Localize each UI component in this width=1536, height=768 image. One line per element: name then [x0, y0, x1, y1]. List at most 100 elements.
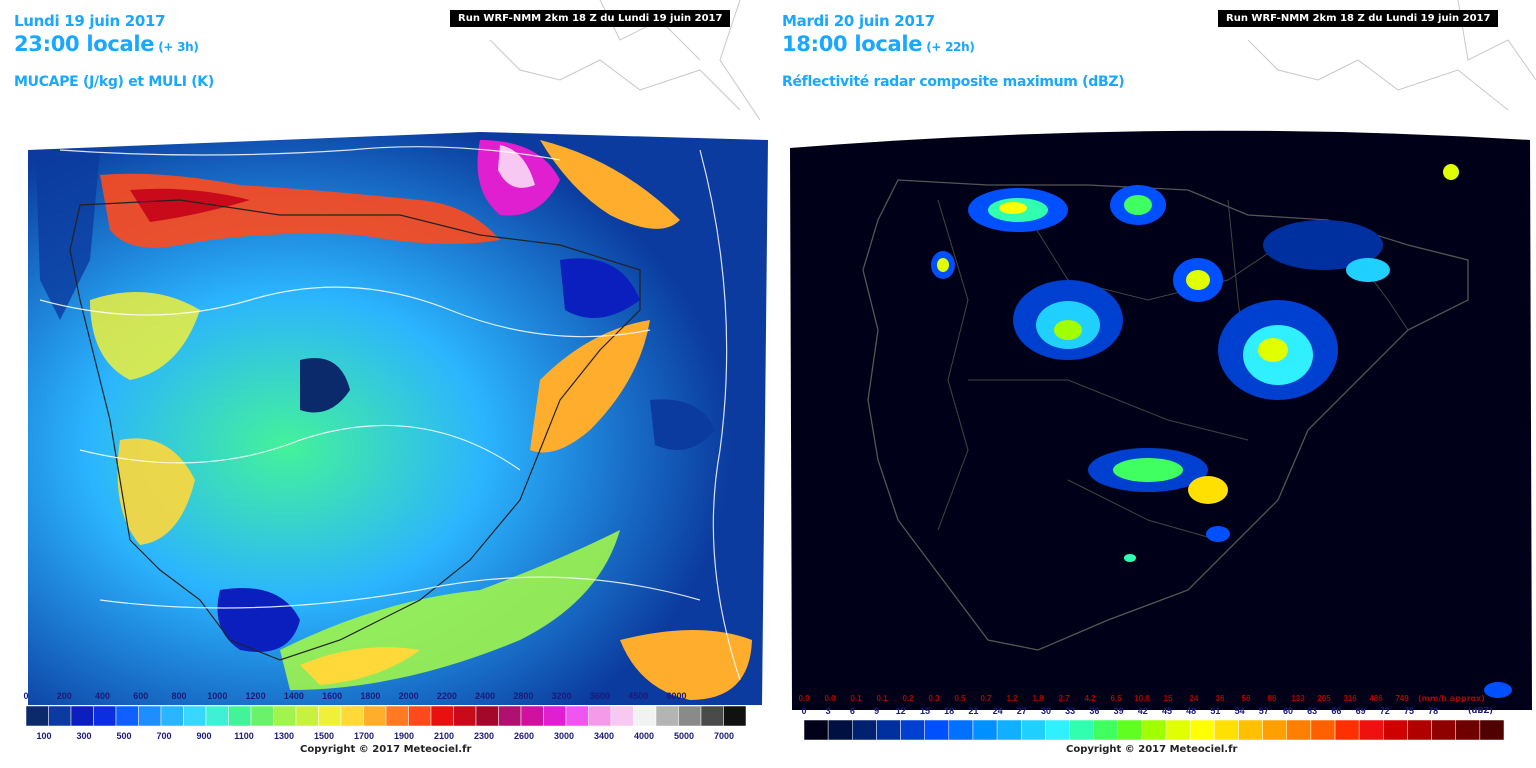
scale-swatch — [295, 705, 319, 727]
scale-tick-label: 3200 — [551, 691, 572, 701]
scale-swatch — [655, 705, 679, 727]
low-cape-south-interior — [217, 588, 300, 652]
radar-echoes — [931, 164, 1512, 698]
scale-tick-label: 316 — [1343, 694, 1357, 703]
scale-swatch — [924, 719, 950, 741]
scale-swatch — [1455, 719, 1481, 741]
scale-tick-label: 4.2 — [1084, 694, 1096, 703]
scale-swatch — [1214, 719, 1239, 741]
copyright: Copyright © 2017 Meteociel.fr — [1066, 744, 1238, 755]
scale-swatch — [948, 719, 974, 741]
scale-tick-label: 600 — [133, 691, 149, 701]
scale-tick-label: 1800 — [360, 691, 381, 701]
scale-tick-label: 2.7 — [1058, 694, 1070, 703]
scale-tick-label: 0.0 — [824, 694, 836, 703]
scale-swatch — [1069, 719, 1094, 741]
scale-tick-label: 2000 — [398, 691, 419, 701]
scale-tick-label: 133 — [1291, 694, 1305, 703]
scale-tick-label: 2600 — [513, 731, 535, 741]
scale-swatch — [700, 705, 724, 727]
forecast-lead: (+ 22h) — [926, 40, 975, 54]
dbz-unit: (dBZ) — [1468, 706, 1493, 715]
scale-tick-label: 86 — [1267, 694, 1277, 703]
scale-swatch — [228, 705, 252, 727]
scale-tick-label: 2100 — [433, 731, 455, 741]
scale-swatch — [588, 705, 612, 727]
product-title: MUCAPE (J/kg) et MULI (K) — [14, 74, 214, 90]
scale-tick-label: 300 — [76, 731, 92, 741]
mucape-map-graphic — [25, 0, 768, 727]
scale-tick-label: 36 — [1215, 694, 1225, 703]
scale-tick-label: 0.2 — [902, 694, 914, 703]
scale-tick-label: 3000 — [553, 731, 575, 741]
scale-tick-label: 0.1 — [850, 694, 862, 703]
scale-swatch — [1383, 719, 1408, 741]
scale-tick-label: 9 — [874, 706, 880, 716]
scale-swatch — [430, 705, 454, 727]
forecast-time: 23:00 locale (+ 3h) — [14, 32, 199, 56]
scale-tick-label: 54 — [1234, 706, 1245, 716]
high-cape-east-coast — [530, 320, 650, 453]
scale-swatch — [827, 719, 853, 741]
radar-map-panel: Run WRF-NMM 2km 18 Z du Lundi 19 juin 20… — [768, 0, 1536, 768]
scale-swatch — [70, 705, 94, 727]
scale-tick-label: 1900 — [393, 731, 415, 741]
scale-swatch — [996, 719, 1022, 741]
scale-swatch — [1262, 719, 1288, 741]
scale-swatch — [678, 705, 702, 727]
scale-swatch — [1093, 719, 1119, 741]
scale-tick-label: 5000 — [673, 731, 695, 741]
scale-swatch — [498, 705, 522, 727]
scale-tick-label: 21 — [968, 706, 979, 716]
atlantic-low — [36, 150, 100, 320]
moderate-cape-portugal — [117, 438, 195, 545]
scale-tick-label: 200 — [56, 691, 72, 701]
forecast-hour: 18:00 locale — [782, 32, 923, 56]
scale-tick-label: 33 — [1065, 706, 1076, 716]
scale-swatch — [1334, 719, 1360, 741]
scale-tick-label: 400 — [95, 691, 111, 701]
scale-tick-label: 1300 — [273, 731, 295, 741]
scale-tick-label: 700 — [156, 731, 172, 741]
scale-swatch — [318, 705, 342, 727]
scale-tick-label: 63 — [1307, 706, 1318, 716]
scale-swatch — [183, 705, 207, 727]
scale-tick-label: 30 — [1040, 706, 1052, 716]
scale-tick-label: 6000 — [666, 691, 687, 701]
scale-tick-label: 0.3 — [928, 694, 940, 703]
scale-tick-label: 15 — [919, 706, 931, 716]
scale-swatch — [93, 705, 117, 727]
scale-tick-label: 1500 — [313, 731, 335, 741]
scale-tick-label: 24 — [992, 706, 1003, 716]
product-title: Réflectivité radar composite maximum (dB… — [782, 74, 1125, 90]
scale-tick-label: 0.0 — [798, 694, 810, 703]
scale-tick-label: 2200 — [436, 691, 457, 701]
scale-tick-label: 0.5 — [954, 694, 966, 703]
extreme-cape-core — [498, 145, 535, 188]
scale-tick-label: 1.2 — [1006, 694, 1018, 703]
scale-swatch — [1141, 719, 1167, 741]
scale-swatch — [48, 705, 72, 727]
radar-field — [790, 130, 1532, 710]
rate-unit: (mm/h approx) — [1418, 694, 1485, 703]
scale-tick-label: 42 — [1137, 706, 1148, 716]
isolines — [39, 146, 741, 681]
scale-swatch — [1020, 719, 1046, 741]
scale-swatch — [115, 705, 139, 727]
radar-map-graphic — [790, 0, 1536, 741]
scale-tick-label: 6.5 — [1110, 694, 1122, 703]
low-cape-ebro — [560, 258, 640, 318]
scale-tick-label: 1600 — [322, 691, 343, 701]
scale-swatch — [1045, 719, 1070, 741]
scale-tick-label: 900 — [196, 731, 212, 741]
forecast-date: Lundi 19 juin 2017 — [14, 12, 166, 30]
scale-swatch — [565, 705, 589, 727]
mucape-color-scale — [25, 705, 747, 727]
scale-swatch — [250, 705, 274, 727]
scale-tick-label: 205 — [1317, 694, 1331, 703]
scale-tick-label: 12 — [895, 706, 906, 716]
forecast-lead: (+ 3h) — [158, 40, 199, 54]
scale-tick-label: 2800 — [513, 691, 534, 701]
scale-swatch — [610, 705, 634, 727]
scale-tick-label: 100 — [36, 731, 52, 741]
